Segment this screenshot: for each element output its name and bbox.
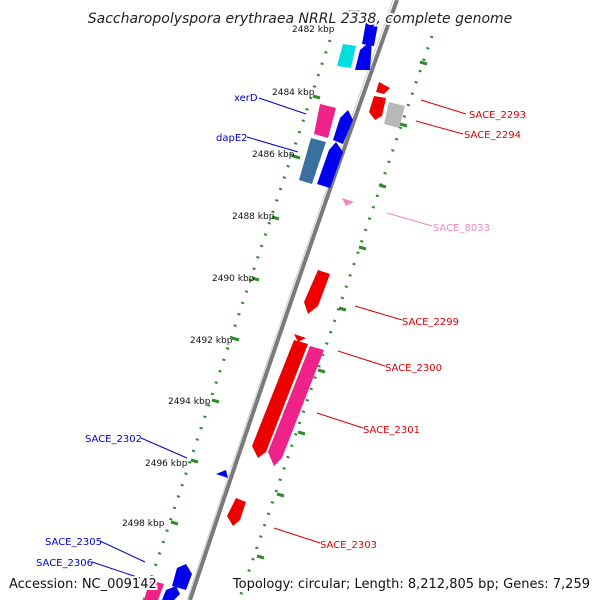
gene-feature-red-2303[interactable] — [227, 498, 246, 526]
scale-label: 2488 kbp — [232, 212, 275, 222]
gene-features — [144, 10, 405, 600]
gene-feature-dapE2[interactable] — [299, 138, 326, 184]
scale-label: 2496 kbp — [145, 459, 188, 469]
gene-feature-blue-2305[interactable] — [172, 564, 192, 590]
gene-feature-pink-2306[interactable] — [144, 580, 164, 600]
gene-feature-blue-dapE2[interactable] — [317, 142, 343, 188]
gene-feature-red-2293[interactable] — [376, 82, 390, 94]
gene-feature-red-2300[interactable] — [252, 340, 308, 458]
gene-feature-blue-2306[interactable] — [162, 586, 180, 600]
gene-label-xerD[interactable]: xerD — [234, 93, 258, 104]
scale-labels: 2482 kbp 2484 kbp 2486 kbp 2488 kbp 2490… — [122, 25, 335, 529]
gene-label-SACE_2303[interactable]: SACE_2303 — [320, 540, 377, 551]
gene-label-SACE_2300[interactable]: SACE_2300 — [385, 363, 442, 374]
gene-feature-blue-2302[interactable] — [216, 470, 228, 478]
gene-label-SACE_2299[interactable]: SACE_2299 — [402, 317, 459, 328]
scale-label: 2486 kbp — [252, 150, 295, 160]
accession-label: Accession: NC_009142 — [9, 577, 157, 592]
gene-label-SACE_2301[interactable]: SACE_2301 — [363, 425, 420, 436]
gene-feature-red-2293b[interactable] — [369, 96, 386, 120]
map-title: Saccharopolyspora erythraea NRRL 2338, c… — [88, 11, 513, 27]
gene-feature-xerD[interactable] — [314, 104, 336, 138]
scale-label: 2494 kbp — [168, 397, 211, 407]
gene-label-SACE_2294[interactable]: SACE_2294 — [464, 130, 521, 141]
gene-feature-cyan[interactable] — [337, 44, 356, 68]
gene-feature-grey-top[interactable] — [345, 10, 360, 22]
label-leader-lines — [91, 97, 467, 579]
genome-backbone — [188, 0, 399, 600]
scale-label: 2490 kbp — [212, 274, 255, 284]
gene-label-SACE_2302[interactable]: SACE_2302 — [85, 434, 142, 445]
gene-feature-blue-2[interactable] — [355, 40, 372, 70]
gene-label-SACE_2293[interactable]: SACE_2293 — [469, 110, 526, 121]
gene-feature-pseudo-8033[interactable] — [342, 198, 354, 206]
scale-label: 2482 kbp — [292, 25, 335, 35]
scale-tick-marks — [170, 60, 428, 560]
scale-label: 2498 kbp — [122, 519, 165, 529]
scale-label: 2492 kbp — [190, 336, 233, 346]
gene-feature-blue-top[interactable] — [362, 22, 378, 46]
gene-feature-blue-xerD[interactable] — [333, 110, 353, 144]
scale-label: 2484 kbp — [272, 88, 315, 98]
gene-feature-grey-2294[interactable] — [384, 102, 405, 128]
gene-feature-pink-2301[interactable] — [268, 346, 324, 466]
gene-labels: xerD dapE2 SACE_2302 SACE_2305 SACE_2306… — [36, 93, 526, 569]
gene-label-SACE_8033[interactable]: SACE_8033 — [433, 223, 490, 234]
gene-feature-red-2300-small[interactable] — [294, 334, 306, 342]
gene-label-SACE_2305[interactable]: SACE_2305 — [45, 537, 102, 548]
gene-feature-red-2299[interactable] — [304, 270, 330, 314]
gene-label-SACE_2306[interactable]: SACE_2306 — [36, 558, 93, 569]
gene-label-dapE2[interactable]: dapE2 — [216, 133, 248, 144]
topology-label: Topology: circular; Length: 8,212,805 bp… — [232, 577, 590, 592]
